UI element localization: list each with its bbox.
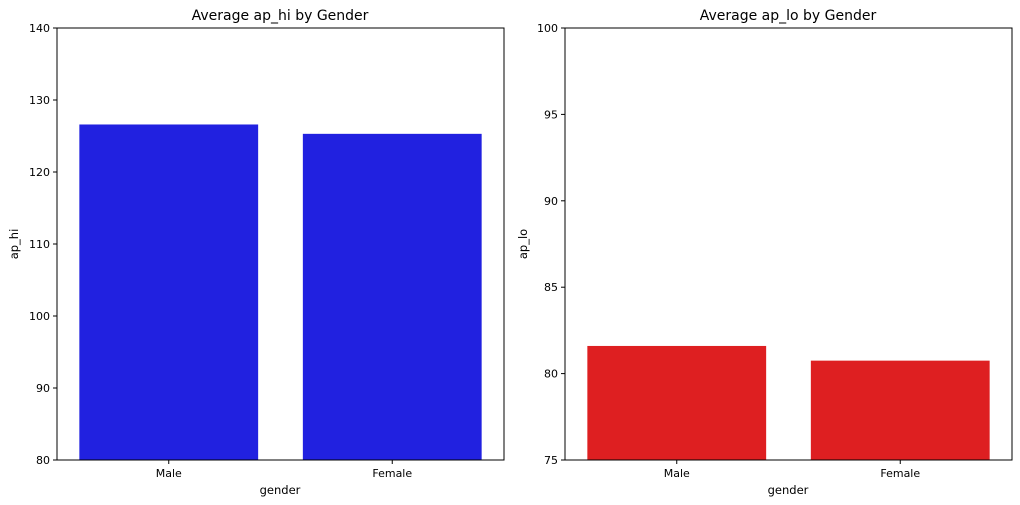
y-tick-label: 80 (544, 368, 558, 381)
y-tick-label: 85 (544, 281, 558, 294)
bar-male (79, 124, 259, 460)
x-tick-label: Female (372, 467, 412, 480)
chart-title: Average ap_hi by Gender (192, 8, 369, 24)
x-ticks: Male Female (156, 460, 412, 480)
y-tick-label: 100 (537, 22, 558, 35)
plot-frame (564, 27, 1013, 461)
y-tick-label: 100 (29, 310, 50, 323)
bars (79, 124, 482, 460)
chart-ap-hi: Average ap_hi by Gender 80 90 100 110 120 130… (7, 8, 505, 497)
x-tick-label: Male (156, 467, 182, 480)
x-tick-label: Male (664, 467, 690, 480)
y-axis-label: ap_lo (516, 229, 530, 259)
x-axis-label: gender (260, 483, 301, 497)
x-tick-label: Female (880, 467, 920, 480)
y-tick-label: 90 (544, 195, 558, 208)
y-ticks: 75 80 85 90 95 100 (537, 22, 565, 467)
y-tick-label: 140 (29, 22, 50, 35)
y-tick-label: 90 (36, 382, 50, 395)
x-ticks: Male Female (664, 460, 920, 480)
y-tick-label: 80 (36, 454, 50, 467)
bar-female (302, 133, 482, 460)
y-tick-label: 95 (544, 108, 558, 121)
bars (587, 345, 990, 460)
y-tick-label: 130 (29, 94, 50, 107)
x-axis-label: gender (768, 483, 809, 497)
bar-male (587, 345, 767, 460)
chart-ap-lo: Average ap_lo by Gender 75 80 85 90 95 100 Ma… (516, 8, 1013, 497)
y-tick-label: 120 (29, 166, 50, 179)
y-tick-label: 110 (29, 238, 50, 251)
y-tick-label: 75 (544, 454, 558, 467)
y-axis-label: ap_hi (7, 229, 21, 260)
bar-female (810, 360, 990, 460)
y-ticks: 80 90 100 110 120 130 140 (29, 22, 57, 467)
chart-title: Average ap_lo by Gender (700, 8, 877, 24)
